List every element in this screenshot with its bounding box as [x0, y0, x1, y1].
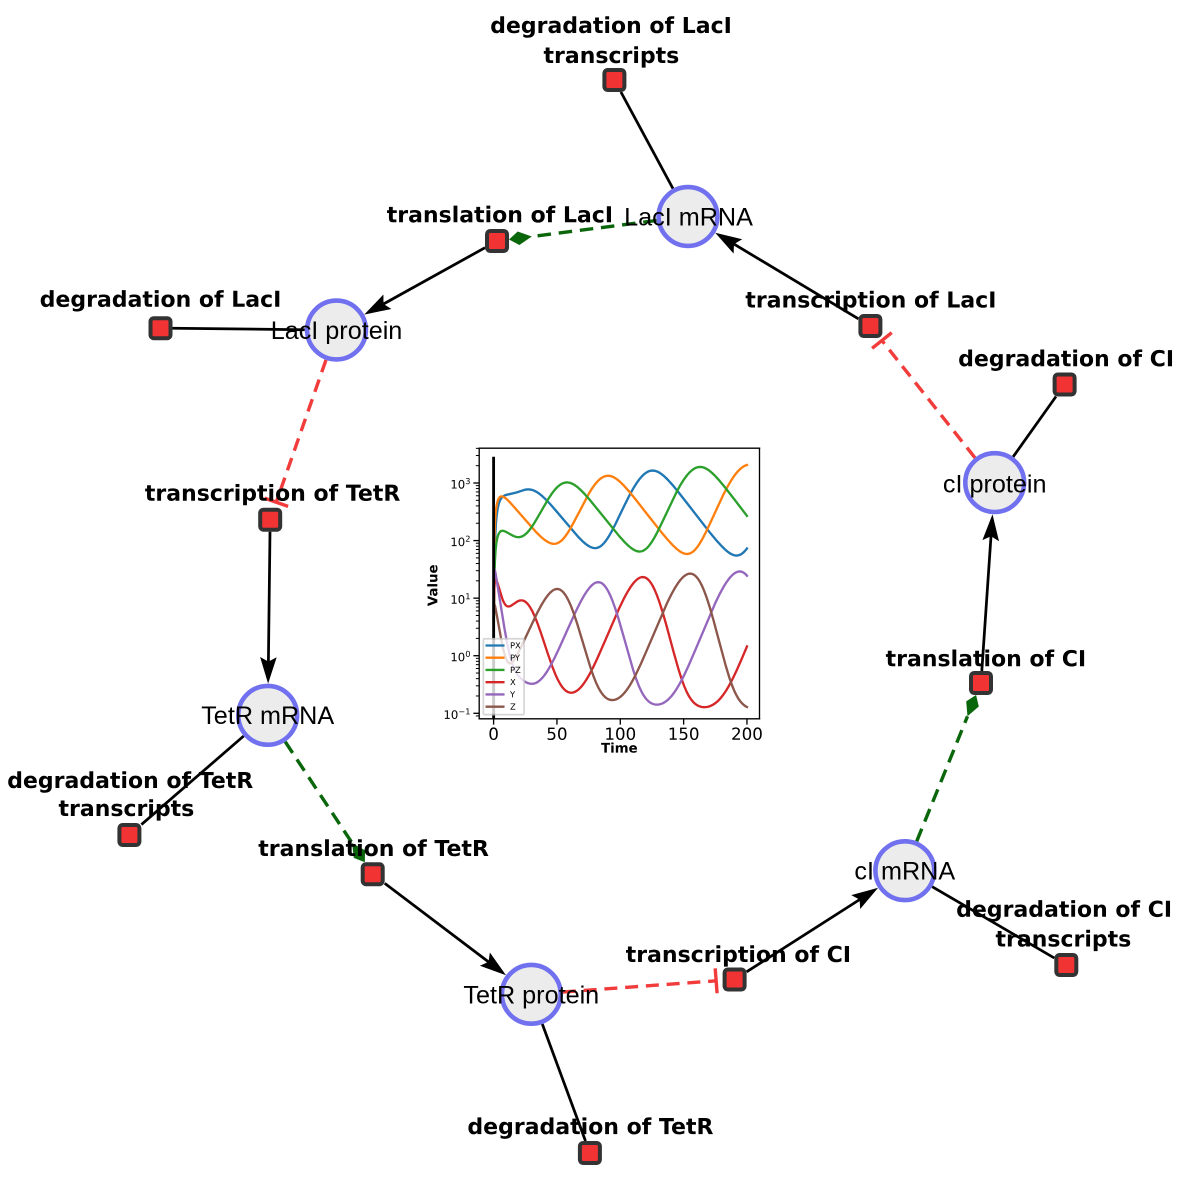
svg-text:TetR mRNA: TetR mRNA [201, 702, 334, 730]
svg-text:TetR protein: TetR protein [463, 981, 599, 1009]
svg-text:LacI mRNA: LacI mRNA [624, 204, 753, 232]
svg-text:cI mRNA: cI mRNA [854, 858, 955, 886]
svg-text:cI protein: cI protein [943, 471, 1047, 499]
svg-text:LacI protein: LacI protein [271, 317, 403, 345]
